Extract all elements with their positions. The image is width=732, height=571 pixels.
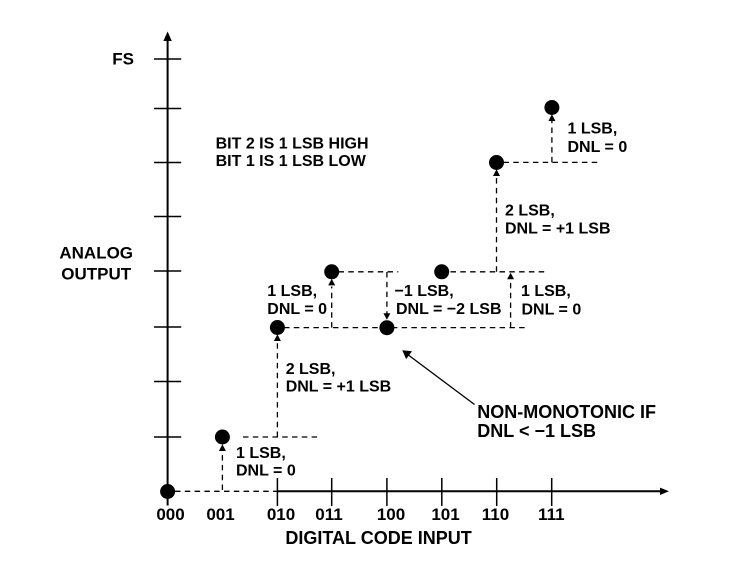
svg-text:DNL = +1 LSB: DNL = +1 LSB [286, 379, 392, 396]
svg-text:BIT 2 IS 1 LSB HIGH: BIT 2 IS 1 LSB HIGH [216, 135, 369, 152]
svg-text:001: 001 [206, 505, 234, 524]
svg-text:110: 110 [482, 505, 509, 524]
svg-text:1 LSB,: 1 LSB, [568, 120, 618, 137]
svg-text:1 LSB,: 1 LSB, [267, 283, 317, 300]
svg-text:BIT 1 IS 1 LSB LOW: BIT 1 IS 1 LSB LOW [216, 153, 367, 170]
svg-text:000: 000 [156, 505, 184, 524]
svg-text:011: 011 [315, 505, 342, 524]
svg-text:100: 100 [377, 505, 405, 524]
svg-text:101: 101 [431, 505, 459, 524]
svg-text:NON-MONOTONIC IF: NON-MONOTONIC IF [477, 402, 656, 422]
svg-text:ANALOG: ANALOG [59, 243, 133, 262]
svg-text:DNL = 0: DNL = 0 [267, 301, 327, 318]
svg-text:DNL = +1 LSB: DNL = +1 LSB [505, 220, 611, 237]
svg-text:1 LSB,: 1 LSB, [521, 283, 571, 300]
svg-text:2 LSB,: 2 LSB, [286, 361, 336, 378]
svg-text:DNL = −2 LSB: DNL = −2 LSB [396, 301, 502, 318]
svg-text:010: 010 [267, 505, 295, 524]
svg-text:DNL = 0: DNL = 0 [522, 302, 582, 319]
svg-text:DNL < −1 LSB: DNL < −1 LSB [477, 421, 596, 441]
svg-text:2 LSB,: 2 LSB, [505, 202, 555, 219]
svg-text:1 LSB,: 1 LSB, [236, 445, 286, 462]
svg-text:FS: FS [112, 50, 134, 69]
svg-text:OUTPUT: OUTPUT [61, 264, 132, 283]
svg-text:111: 111 [538, 505, 565, 524]
svg-text:DNL = 0: DNL = 0 [568, 139, 628, 156]
svg-text:DNL = 0: DNL = 0 [236, 462, 296, 479]
svg-text:−1 LSB,: −1 LSB, [395, 283, 454, 300]
svg-text:DIGITAL CODE INPUT: DIGITAL CODE INPUT [285, 528, 471, 548]
